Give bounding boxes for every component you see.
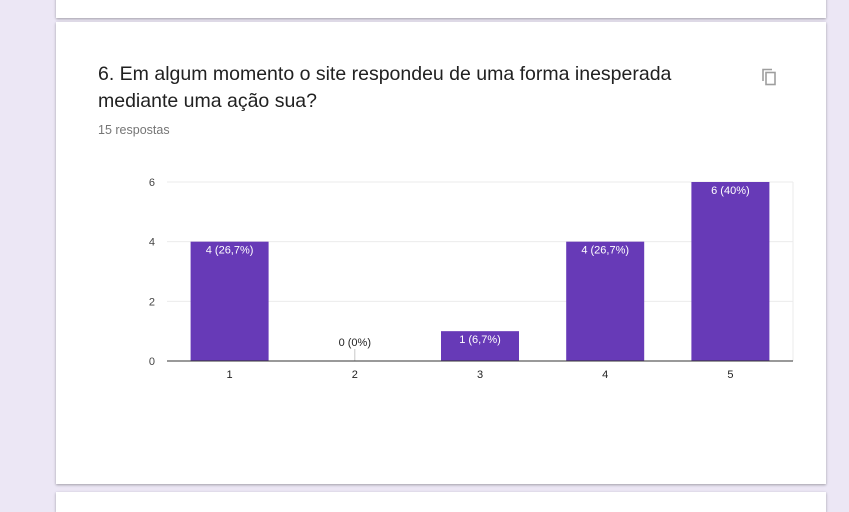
response-count: 15 respostas — [98, 123, 170, 137]
y-tick-label: 2 — [149, 296, 155, 308]
y-tick-label: 4 — [149, 237, 155, 249]
copy-chart-button[interactable] — [758, 66, 780, 88]
previous-question-card — [56, 0, 826, 18]
x-tick-label: 3 — [477, 369, 483, 381]
x-tick-label: 1 — [227, 369, 233, 381]
x-tick-label: 5 — [727, 369, 733, 381]
data-label: 0 (0%) — [339, 337, 371, 349]
x-tick-label: 2 — [352, 369, 358, 381]
bar — [190, 241, 269, 361]
y-tick-label: 0 — [149, 356, 155, 368]
y-tick-label: 6 — [149, 177, 155, 189]
question-title: 6. Em algum momento o site respondeu de … — [98, 63, 672, 112]
data-label: 4 (26,7%) — [581, 245, 629, 257]
bar — [691, 182, 770, 361]
bar — [441, 331, 519, 361]
data-label: 4 (26,7%) — [206, 245, 254, 257]
copy-icon — [762, 68, 776, 86]
bar — [566, 241, 645, 361]
next-question-card — [56, 492, 826, 512]
bar-chart: 0 2 4 6 4 (26,7%) 1 0 (0%) 2 1 (6,7%) 3 4 (26,7%) 4… — [149, 177, 794, 381]
x-tick-label: 4 — [602, 369, 608, 381]
data-label: 1 (6,7%) — [459, 334, 501, 346]
data-label: 6 (40%) — [711, 185, 750, 197]
